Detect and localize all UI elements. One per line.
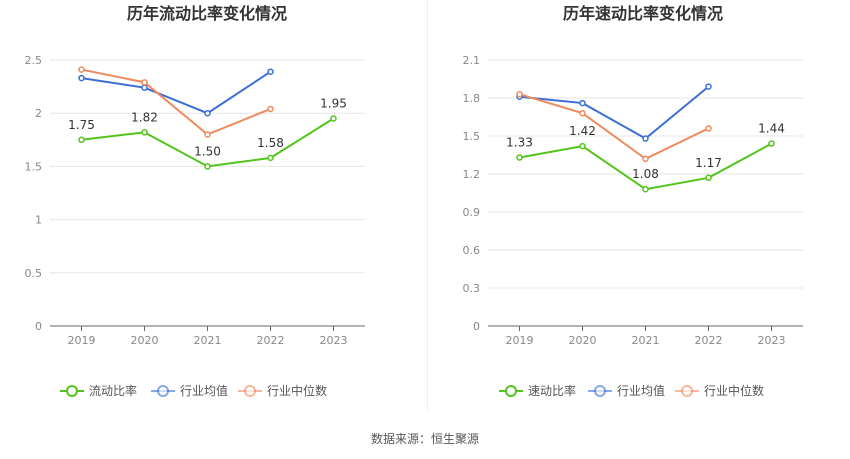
data-point[interactable] (204, 109, 211, 117)
data-point[interactable] (516, 90, 523, 98)
data-point[interactable] (204, 131, 211, 138)
data-point[interactable] (579, 99, 586, 107)
y-tick-label: 1.8 (463, 92, 481, 105)
series-line (81, 70, 272, 115)
legend-label[interactable]: 行业中位数 (267, 383, 327, 398)
data-label: 1.50 (194, 144, 221, 158)
legend-marker[interactable] (66, 385, 78, 397)
series-line (81, 117, 335, 168)
y-tick-label: 2.5 (25, 54, 43, 67)
legend-marker[interactable] (244, 385, 256, 397)
x-tick-label: 2023 (758, 334, 786, 347)
legend-label[interactable]: 流动比率 (89, 383, 137, 398)
series-line (519, 85, 710, 140)
series-line (81, 68, 271, 136)
data-point[interactable] (705, 174, 712, 182)
data-point[interactable] (267, 68, 274, 75)
y-tick-label: 1 (35, 214, 42, 227)
data-point[interactable] (642, 185, 649, 193)
y-tick-label: 0 (35, 320, 42, 333)
quick-ratio-chart: 历年速动比率变化情况 0 0.3 0.6 0.9 1.2 1.5 1.8 2.1 2019 2020… (463, 4, 803, 398)
y-tick-label: 1.5 (463, 130, 481, 143)
data-point[interactable] (579, 142, 586, 150)
x-tick-label: 2019 (506, 334, 534, 347)
y-tick-label: 0.6 (463, 244, 481, 257)
data-point[interactable] (642, 155, 649, 163)
data-label: 1.33 (506, 136, 533, 150)
x-tick-label: 2022 (257, 334, 285, 347)
x-tick-label: 2022 (695, 334, 723, 347)
chart-title: 历年速动比率变化情况 (563, 4, 723, 23)
data-point[interactable] (705, 125, 712, 132)
data-label: 1.08 (632, 167, 659, 181)
legend-label[interactable]: 速动比率 (528, 383, 576, 398)
panel-divider (427, 0, 428, 410)
chart-title: 历年流动比率变化情况 (127, 4, 287, 23)
y-tick-label: 0.9 (463, 206, 481, 219)
legend-label[interactable]: 行业均值 (617, 383, 665, 398)
data-point[interactable] (768, 140, 775, 147)
data-label: 1.95 (320, 97, 347, 111)
x-tick-label: 2021 (632, 334, 660, 347)
data-point[interactable] (516, 154, 523, 161)
legend-label[interactable]: 行业中位数 (704, 383, 764, 398)
y-tick-label: 1.5 (25, 160, 43, 173)
data-label: 1.75 (68, 118, 95, 132)
data-point[interactable] (579, 109, 586, 117)
data-label: 1.58 (257, 136, 284, 150)
data-point[interactable] (267, 105, 274, 113)
x-tick-label: 2021 (194, 334, 222, 347)
data-point[interactable] (204, 163, 211, 170)
y-tick-label: 2.1 (463, 54, 481, 67)
legend-marker[interactable] (157, 385, 169, 397)
y-tick-label: 0 (473, 320, 480, 333)
data-point[interactable] (78, 74, 85, 82)
data-point[interactable] (267, 154, 274, 162)
data-label: 1.44 (758, 122, 785, 136)
y-tick-label: 2 (35, 107, 42, 120)
current-ratio-chart: 历年流动比率变化情况 0 0.5 1 1.5 2 2.5 2019 2020 2021 2022 20… (25, 4, 365, 398)
data-label: 1.82 (131, 110, 158, 124)
data-point[interactable] (141, 129, 148, 136)
data-point[interactable] (78, 136, 85, 144)
x-tick-label: 2023 (320, 334, 348, 347)
x-tick-label: 2019 (68, 334, 96, 347)
y-tick-label: 1.2 (463, 168, 481, 181)
data-label: 1.42 (569, 124, 596, 138)
legend-label[interactable]: 行业均值 (180, 383, 228, 398)
data-point[interactable] (705, 83, 712, 90)
series-line (519, 93, 709, 160)
data-source-note: 数据来源：恒生聚源 (370, 432, 479, 446)
data-point[interactable] (141, 79, 148, 86)
legend-marker[interactable] (681, 385, 693, 397)
x-tick-label: 2020 (569, 334, 597, 347)
y-tick-label: 0.3 (463, 282, 481, 295)
data-point[interactable] (141, 84, 148, 91)
x-tick-label: 2020 (131, 334, 159, 347)
legend-marker[interactable] (505, 385, 517, 397)
data-point[interactable] (642, 135, 649, 142)
y-tick-label: 0.5 (25, 267, 43, 280)
data-point[interactable] (330, 115, 337, 122)
legend-marker[interactable] (594, 385, 606, 397)
data-point[interactable] (78, 66, 85, 73)
data-label: 1.17 (695, 156, 722, 170)
